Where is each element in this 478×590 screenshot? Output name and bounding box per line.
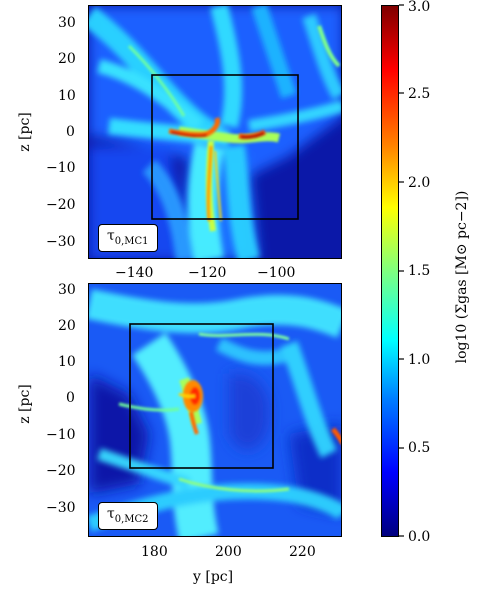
bottom-y-axis-label: z [pc] (16, 384, 33, 424)
colorbar-tick: 0.0 (408, 529, 431, 545)
top-panel-region-box (151, 74, 299, 220)
top-panel-image: τ0,MC1 (88, 5, 342, 259)
bottom-y-tick: −10 (46, 427, 76, 443)
top-panel-density-map (89, 6, 341, 258)
top-y-tick: −20 (46, 197, 76, 213)
top-panel-tag: τ0,MC1 (98, 224, 158, 252)
bottom-x-tick: 200 (215, 544, 242, 560)
bottom-y-tick: 10 (58, 354, 76, 370)
top-y-axis-label: z [pc] (16, 112, 33, 152)
top-x-tick: −140 (115, 265, 154, 281)
bottom-y-tick: −20 (46, 463, 76, 479)
top-y-tick: 10 (58, 88, 76, 104)
colorbar-tick: 0.5 (408, 440, 431, 456)
colorbar-tick: 1.5 (408, 263, 431, 279)
colorbar (381, 5, 399, 537)
colorbar-tick: 2.5 (408, 86, 431, 102)
bottom-y-tick: 30 (58, 282, 76, 298)
colorbar-tick: 2.0 (408, 175, 431, 191)
bottom-x-tick: 220 (289, 544, 316, 560)
bottom-x-tick: 180 (141, 544, 168, 560)
bottom-y-tick: −30 (46, 500, 76, 516)
top-x-tick: −120 (188, 265, 227, 281)
bottom-panel-density-map (89, 284, 341, 536)
bottom-panel-region-box (129, 323, 274, 469)
top-x-tick: −100 (257, 265, 296, 281)
top-y-tick: 20 (58, 51, 76, 67)
bottom-panel-image: τ0,MC2 (88, 283, 342, 537)
bottom-x-axis-label: y [pc] (193, 569, 234, 585)
bottom-y-tick: 20 (58, 318, 76, 334)
colorbar-tick: 3.0 (408, 0, 431, 15)
bottom-y-tick: 0 (66, 390, 75, 406)
bottom-panel-tag: τ0,MC2 (98, 502, 158, 530)
top-y-tick: −10 (46, 160, 76, 176)
top-y-tick: 0 (66, 124, 75, 140)
top-y-tick: 30 (58, 15, 76, 31)
colorbar-tick: 1.0 (408, 352, 431, 368)
colorbar-label: log10 (Σgas [M⊙ pc−2]) (454, 190, 470, 364)
top-y-tick: −30 (46, 234, 76, 250)
